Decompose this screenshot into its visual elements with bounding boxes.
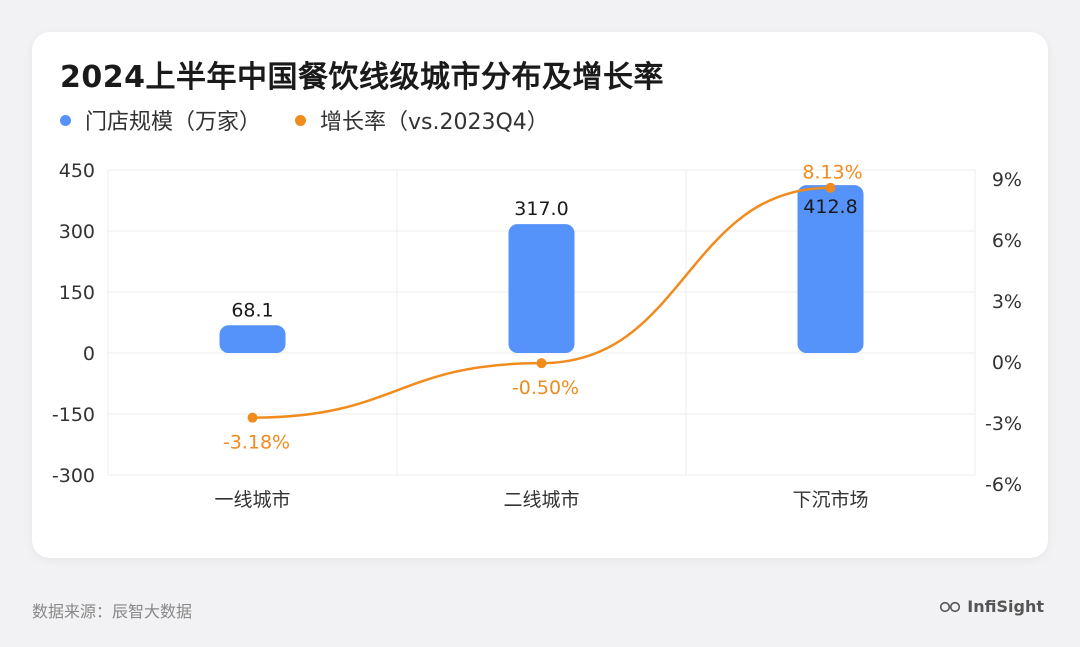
growth-point bbox=[825, 182, 836, 193]
bar-value-label: 412.8 bbox=[803, 196, 857, 218]
legend-line-label: 增长率（vs.2023Q4） bbox=[320, 110, 549, 135]
y-right-tick-label: -6% bbox=[985, 474, 1022, 496]
data-source: 数据来源：辰智大数据 bbox=[32, 602, 193, 621]
y-right-tick-label: 0% bbox=[992, 352, 1022, 374]
legend-item-line: 增长率（vs.2023Q4） bbox=[295, 104, 549, 136]
bar bbox=[219, 325, 286, 353]
line-value-label: -0.50% bbox=[512, 377, 579, 399]
growth-line bbox=[252, 186, 831, 419]
y-left-tick-label: 300 bbox=[59, 221, 95, 243]
y-left-tick-label: 450 bbox=[59, 160, 95, 182]
legend-item-bar: 门店规模（万家） bbox=[60, 104, 261, 136]
brand-name: InfiSight bbox=[967, 597, 1044, 616]
legend-bar-marker bbox=[60, 114, 71, 126]
y-right-tick-label: 6% bbox=[992, 230, 1022, 252]
chart-legend: 门店规模（万家） 增长率（vs.2023Q4） bbox=[60, 104, 583, 136]
y-right-tick-label: -3% bbox=[985, 413, 1022, 435]
bar-value-label: 317.0 bbox=[514, 198, 568, 220]
brand-logo: InfiSight bbox=[939, 597, 1044, 616]
legend-bar-label: 门店规模（万家） bbox=[85, 110, 262, 135]
line-value-label: 8.13% bbox=[802, 162, 862, 184]
y-left-tick-label: 150 bbox=[59, 282, 95, 304]
infinity-icon bbox=[940, 601, 961, 612]
bar-value-label: 68.1 bbox=[231, 299, 273, 321]
chart-title: 2024上半年中国餐饮线级城市分布及增长率 bbox=[60, 60, 664, 95]
bar bbox=[508, 224, 575, 353]
growth-point bbox=[247, 412, 258, 423]
bar bbox=[797, 185, 864, 353]
y-left-tick-label: -300 bbox=[52, 465, 95, 487]
line-value-label: -3.18% bbox=[223, 432, 290, 454]
x-category-label: 一线城市 bbox=[214, 489, 290, 511]
y-left-tick-label: 0 bbox=[83, 343, 95, 365]
growth-point bbox=[536, 358, 547, 369]
x-category-label: 下沉市场 bbox=[792, 489, 868, 511]
y-right-tick-label: 9% bbox=[992, 169, 1022, 191]
legend-line-marker bbox=[295, 114, 307, 126]
y-right-tick-label: 3% bbox=[992, 291, 1022, 313]
x-category-label: 二线城市 bbox=[503, 489, 579, 511]
y-left-tick-label: -150 bbox=[52, 404, 95, 426]
